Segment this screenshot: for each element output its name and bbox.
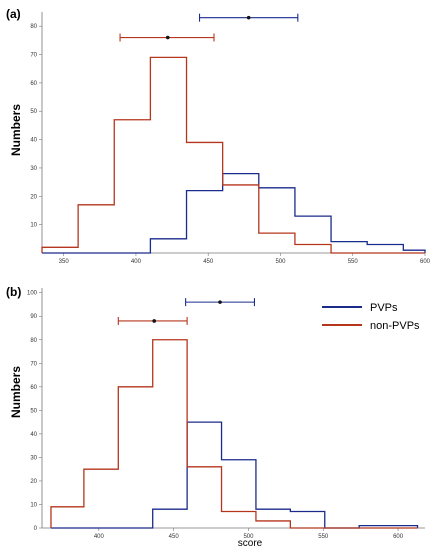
p1-y-tick-label: 20 [30, 479, 37, 485]
p0-x-tick-label: 600 [420, 259, 431, 265]
p1-y-tick-label: 0 [34, 526, 38, 532]
p0-x-tick-label: 550 [348, 259, 359, 265]
histogram-a-svg: (a) Numbers 10 20 30 40 50 60 70 80 350 400 450 500… [6, 7, 431, 265]
p1-y-tick-label: 90 [30, 314, 37, 320]
p1-series-1-step-line [50, 339, 418, 529]
y-axis-label-b: Numbers [9, 366, 23, 418]
x-axis-label-b: score [238, 538, 263, 549]
p0-y-tick-label: 30 [30, 166, 37, 172]
p1-y-tick-label: 50 [30, 408, 37, 414]
histogram-b-svg: (b) Numbers score 0 10 20 30 40 50 60 70 80 90 100… [6, 285, 425, 549]
p1-y-tick-label: 70 [30, 361, 37, 367]
p0-y-tick-label: 70 [30, 53, 37, 59]
p1-series-0-errorbar-mean-point [218, 300, 222, 304]
p0-x-tick-label: 500 [275, 259, 286, 265]
p1-y-tick-label: 10 [30, 502, 37, 508]
p0-y-tick-label: 60 [30, 81, 37, 87]
p0-y-tick-label: 50 [30, 109, 37, 115]
panel-label-b: (b) [6, 285, 21, 299]
p0-series-0-errorbar-mean-point [246, 15, 251, 20]
p0-x-tick-label: 350 [59, 259, 70, 265]
p0-series-1-step-line [41, 56, 425, 254]
p1-x-tick-label: 500 [243, 534, 254, 540]
p1-y-tick-label: 80 [30, 338, 37, 344]
p1-series-0-step-line [50, 421, 419, 529]
histogram-panel-b: (b) Numbers score 0 10 20 30 40 50 60 70 80 90 100… [0, 275, 435, 550]
p1-x-tick-label: 400 [94, 534, 105, 540]
p0-y-tick-label: 40 [30, 138, 37, 144]
p1-y-tick-label: 100 [27, 291, 38, 297]
p1-y-tick-label: 30 [30, 455, 37, 461]
p0-y-tick-label: 10 [30, 223, 37, 229]
p1-x-tick-label: 550 [318, 534, 329, 540]
p1-series-1-errorbar-mean-point [152, 319, 157, 323]
p0-x-tick-label: 400 [131, 259, 142, 265]
p0-series-1-errorbar-mean-point [165, 35, 170, 40]
p1-x-tick-label: 450 [169, 534, 180, 540]
panel-label-a: (a) [6, 7, 21, 21]
p1-legend-label-1: non-PVPs [370, 320, 420, 332]
p1-y-tick-label: 40 [30, 432, 37, 438]
p0-y-tick-label: 20 [30, 194, 37, 200]
histogram-panel-a: (a) Numbers 10 20 30 40 50 60 70 80 350 400 450 500… [0, 0, 435, 270]
p1-y-tick-label: 60 [30, 385, 37, 391]
p0-y-tick-label: 80 [30, 24, 37, 30]
p1-legend-label-0: PVPs [370, 302, 398, 314]
p0-x-tick-label: 450 [203, 259, 214, 265]
p1-x-tick-label: 600 [393, 534, 404, 540]
y-axis-label-a: Numbers [9, 104, 23, 156]
